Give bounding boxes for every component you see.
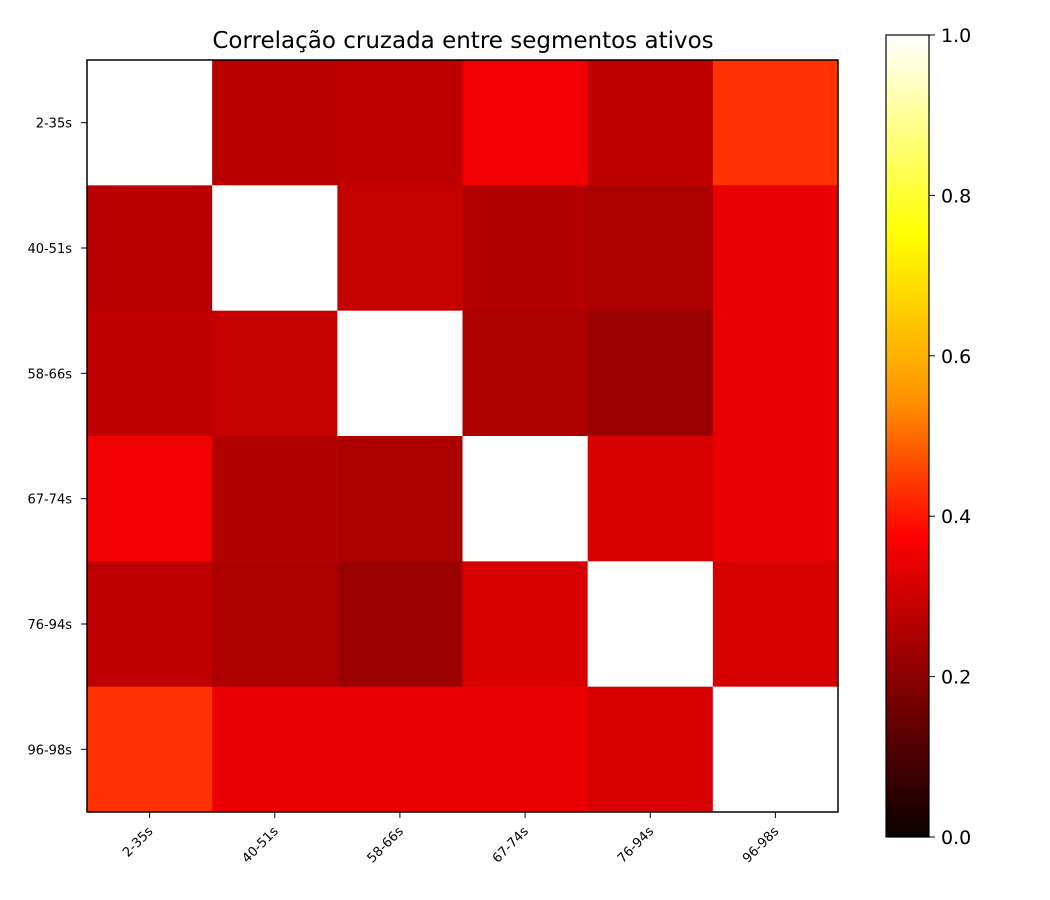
heatmap-cell-r2-c5 (712, 310, 839, 437)
heatmap-cell-r0-c3 (462, 60, 589, 186)
heatmap-cell-r0-c4 (587, 60, 714, 186)
colorbar-tick-label: 0.8 (941, 185, 971, 207)
heatmap-cell-r2-c1 (212, 310, 338, 437)
heatmap-cell-r5-c4 (587, 686, 714, 813)
colorbar (885, 34, 930, 838)
y-tick-label: 96-98s (27, 743, 72, 758)
y-tick-label: 76-94s (27, 618, 72, 633)
heatmap-cell-r3-c1 (212, 436, 338, 562)
heatmap-cell-r0-c2 (337, 60, 463, 186)
heatmap-cell-r0-c5 (712, 60, 839, 186)
heatmap-cell-r5-c3 (462, 686, 589, 813)
chart-title: Correlação cruzada entre segmentos ativo… (212, 28, 713, 54)
y-tick-label: 40-51s (27, 242, 72, 257)
heatmap-cell-r3-c5 (712, 436, 839, 562)
heatmap-cell-r4-c1 (212, 561, 338, 688)
y-tick-label: 2-35s (36, 117, 73, 132)
y-axis-ticks: 2-35s 40-51s 58-66s 67-74s 76-94s 96-98s (27, 117, 87, 758)
heatmap-cell-r1-c0 (87, 185, 213, 312)
heatmap-cell-r5-c0 (87, 686, 213, 813)
x-axis-ticks: 2-35s 40-51s 58-66s 67-74s 76-94s 96-98s (120, 812, 782, 866)
y-tick-label: 67-74s (27, 493, 72, 508)
x-tick-label: 67-74s (490, 824, 532, 866)
heatmap-cell-r3-c3 (462, 436, 589, 562)
colorbar-tick-label: 1.0 (941, 25, 971, 47)
heatmap-cell-r1-c1 (212, 185, 338, 312)
heatmap-cell-r3-c2 (337, 436, 463, 562)
x-tick-label: 96-98s (740, 824, 782, 866)
colorbar-tick-label: 0.6 (941, 346, 971, 368)
colorbar-tick-label: 0.0 (941, 827, 971, 849)
heatmap-cell-r5-c1 (212, 686, 338, 813)
heatmap-cell-r4-c3 (462, 561, 589, 688)
x-tick-label: 76-94s (615, 824, 657, 866)
x-tick-label: 58-66s (365, 824, 407, 866)
heatmap-cell-r2-c4 (587, 310, 714, 437)
colorbar-tick-label: 0.2 (941, 667, 971, 689)
heatmap-cell-r4-c2 (337, 561, 463, 688)
heatmap-cell-r4-c0 (87, 561, 213, 688)
heatmap-cell-r3-c4 (587, 436, 714, 562)
plot-frame (86, 59, 839, 813)
heatmap-cell-r1-c2 (337, 185, 463, 312)
heatmap-cell-r2-c0 (87, 310, 213, 437)
heatmap-cell-r4-c5 (712, 561, 839, 688)
heatmap-cell-r5-c2 (337, 686, 463, 813)
heatmap-cell-r1-c3 (462, 185, 589, 312)
heatmap-cells (87, 60, 839, 813)
colorbar-ticks: 0.0 0.2 0.4 0.6 0.8 1.0 (929, 25, 971, 849)
y-tick-label: 58-66s (27, 367, 72, 382)
heatmap-cell-r5-c5 (712, 686, 839, 813)
heatmap-cell-r1-c5 (712, 185, 839, 312)
x-tick-label: 40-51s (239, 824, 281, 866)
heatmap-cell-r0-c1 (212, 60, 338, 186)
heatmap-cell-r3-c0 (87, 436, 213, 562)
x-tick-label: 2-35s (120, 824, 156, 860)
heatmap-cell-r0-c0 (87, 60, 213, 186)
heatmap-cell-r4-c4 (587, 561, 714, 688)
heatmap-cell-r2-c2 (337, 310, 463, 437)
heatmap-cell-r2-c3 (462, 310, 589, 437)
heatmap-cell-r1-c4 (587, 185, 714, 312)
colorbar-tick-label: 0.4 (941, 506, 971, 528)
